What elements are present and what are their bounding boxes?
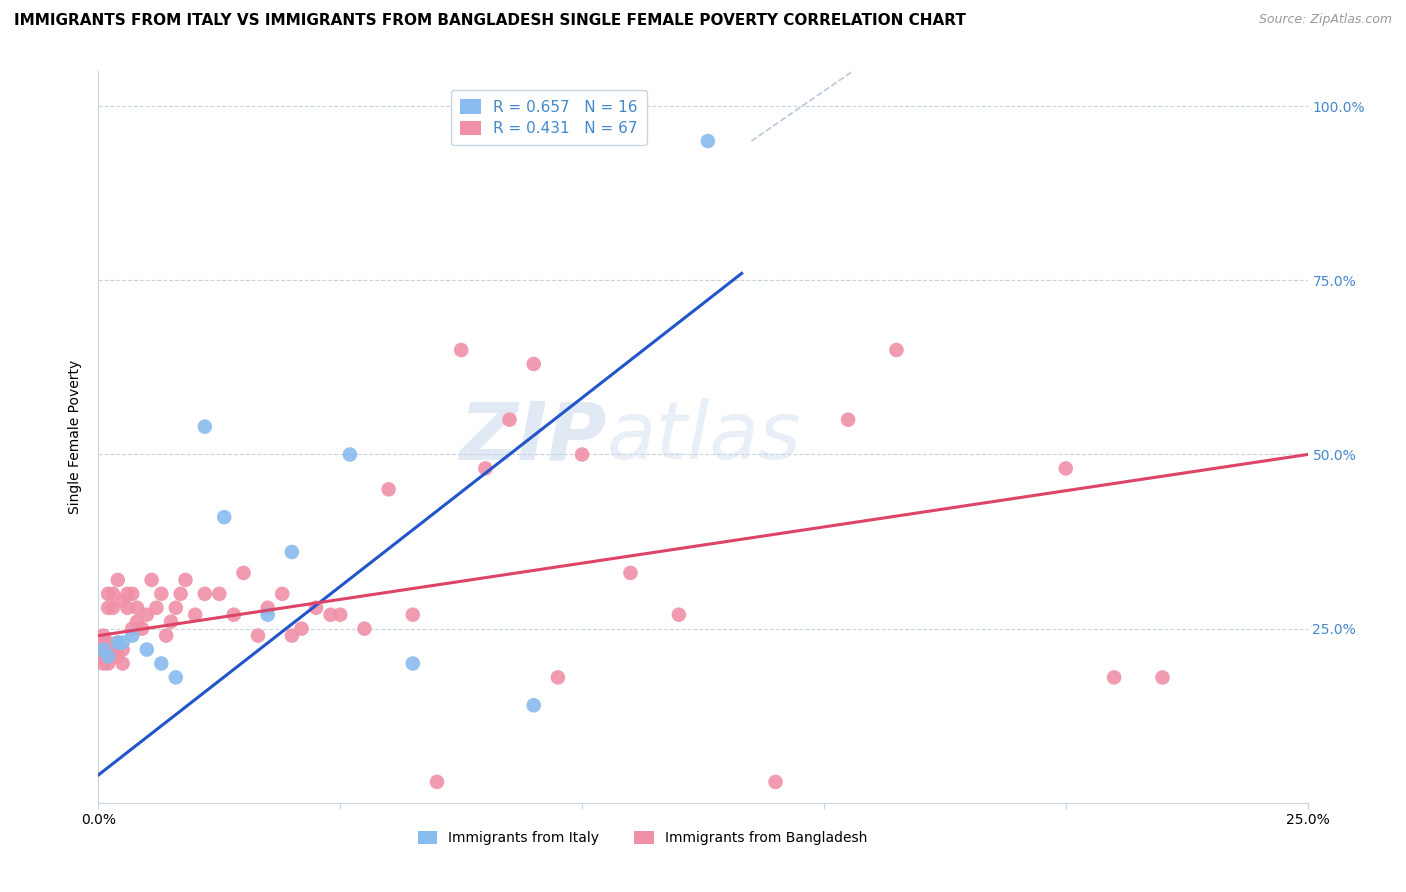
- Point: [305, 600, 328, 615]
- Point: [91, 642, 114, 657]
- Point: [107, 573, 129, 587]
- Point: [668, 607, 690, 622]
- Point: [141, 573, 163, 587]
- Point: [117, 600, 139, 615]
- Point: [450, 343, 472, 357]
- Point: [127, 615, 149, 629]
- Point: [150, 587, 173, 601]
- Point: [107, 649, 129, 664]
- Point: [402, 657, 425, 671]
- Point: [101, 600, 124, 615]
- Point: [97, 657, 120, 671]
- Point: [165, 670, 187, 684]
- Point: [135, 642, 157, 657]
- Point: [165, 600, 187, 615]
- Point: [523, 357, 546, 371]
- Point: [111, 657, 134, 671]
- Point: [547, 670, 569, 684]
- Point: [222, 607, 245, 622]
- Point: [194, 419, 217, 434]
- Point: [290, 622, 312, 636]
- Point: [353, 622, 375, 636]
- Point: [111, 642, 134, 657]
- Point: [107, 635, 129, 649]
- Y-axis label: Single Female Poverty: Single Female Poverty: [69, 360, 83, 514]
- Text: atlas: atlas: [606, 398, 801, 476]
- Point: [696, 134, 718, 148]
- Point: [97, 649, 120, 664]
- Point: [402, 607, 425, 622]
- Point: [256, 607, 278, 622]
- Point: [1102, 670, 1125, 684]
- Text: ZIP: ZIP: [458, 398, 606, 476]
- Point: [111, 594, 134, 608]
- Point: [101, 587, 124, 601]
- Text: IMMIGRANTS FROM ITALY VS IMMIGRANTS FROM BANGLADESH SINGLE FEMALE POVERTY CORREL: IMMIGRANTS FROM ITALY VS IMMIGRANTS FROM…: [14, 13, 966, 29]
- Point: [319, 607, 342, 622]
- Point: [107, 635, 129, 649]
- Point: [155, 629, 177, 643]
- Point: [329, 607, 352, 622]
- Point: [97, 635, 120, 649]
- Point: [111, 635, 134, 649]
- Text: Source: ZipAtlas.com: Source: ZipAtlas.com: [1258, 13, 1392, 27]
- Point: [426, 775, 449, 789]
- Point: [523, 698, 546, 713]
- Point: [571, 448, 593, 462]
- Point: [145, 600, 167, 615]
- Legend: Immigrants from Italy, Immigrants from Bangladesh: Immigrants from Italy, Immigrants from B…: [412, 825, 873, 851]
- Point: [377, 483, 399, 497]
- Point: [91, 642, 114, 657]
- Point: [498, 412, 520, 426]
- Point: [256, 600, 278, 615]
- Point: [97, 642, 120, 657]
- Point: [91, 635, 114, 649]
- Point: [184, 607, 207, 622]
- Point: [127, 600, 149, 615]
- Point: [247, 629, 270, 643]
- Point: [212, 510, 235, 524]
- Point: [121, 629, 143, 643]
- Point: [101, 642, 124, 657]
- Point: [619, 566, 641, 580]
- Point: [91, 629, 114, 643]
- Point: [121, 622, 143, 636]
- Point: [131, 622, 153, 636]
- Point: [339, 448, 361, 462]
- Point: [160, 615, 183, 629]
- Point: [1152, 670, 1174, 684]
- Point: [232, 566, 254, 580]
- Point: [97, 587, 120, 601]
- Point: [1054, 461, 1077, 475]
- Point: [271, 587, 294, 601]
- Point: [194, 587, 217, 601]
- Point: [121, 587, 143, 601]
- Point: [91, 649, 114, 664]
- Point: [281, 629, 304, 643]
- Point: [886, 343, 908, 357]
- Point: [765, 775, 787, 789]
- Point: [117, 587, 139, 601]
- Point: [474, 461, 496, 475]
- Point: [281, 545, 304, 559]
- Point: [174, 573, 197, 587]
- Point: [97, 600, 120, 615]
- Point: [135, 607, 157, 622]
- Point: [837, 412, 859, 426]
- Point: [208, 587, 231, 601]
- Point: [169, 587, 191, 601]
- Point: [150, 657, 173, 671]
- Point: [91, 657, 114, 671]
- Point: [101, 649, 124, 664]
